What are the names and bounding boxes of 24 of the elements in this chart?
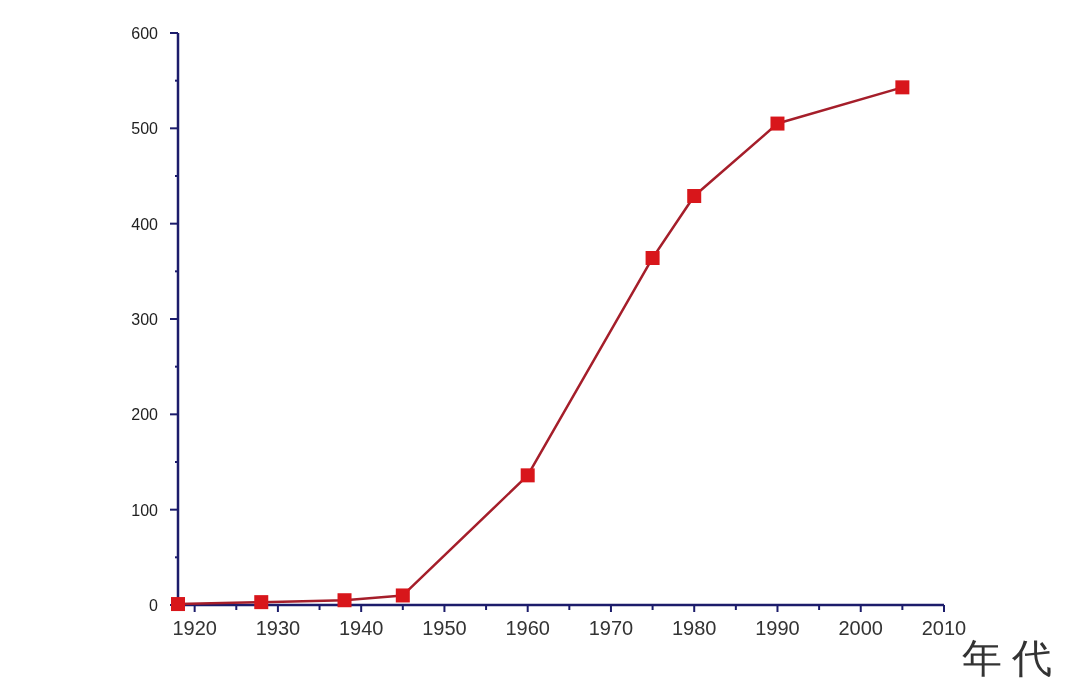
x-tick-label: 1950: [422, 617, 467, 639]
x-tick-label: 1930: [255, 617, 301, 639]
y-tick-label: 200: [131, 406, 159, 424]
x-tick-label: 1990: [755, 617, 800, 639]
y-tick-label: 600: [131, 25, 159, 42]
point: [337, 593, 352, 608]
point: [770, 116, 785, 131]
y-tick-label: 100: [131, 501, 159, 519]
y-tick-label: 300: [131, 311, 159, 328]
point: [687, 189, 702, 204]
x-tick-label: 1970: [588, 617, 634, 639]
y-tick-label: 400: [131, 215, 159, 233]
y-tick-label: 500: [131, 120, 159, 138]
x-tick-label: 1920: [172, 617, 217, 639]
point: [895, 80, 910, 95]
point: [645, 250, 660, 265]
point: [520, 468, 535, 483]
x-tick-label: 1960: [505, 617, 550, 639]
point: [254, 595, 269, 610]
x-tick-label: 1980: [671, 617, 717, 639]
x-tick-label: 2000: [838, 617, 883, 639]
x-tick-label: 1940: [338, 617, 384, 639]
point: [395, 588, 410, 603]
y-tick-label: 0: [149, 597, 159, 614]
